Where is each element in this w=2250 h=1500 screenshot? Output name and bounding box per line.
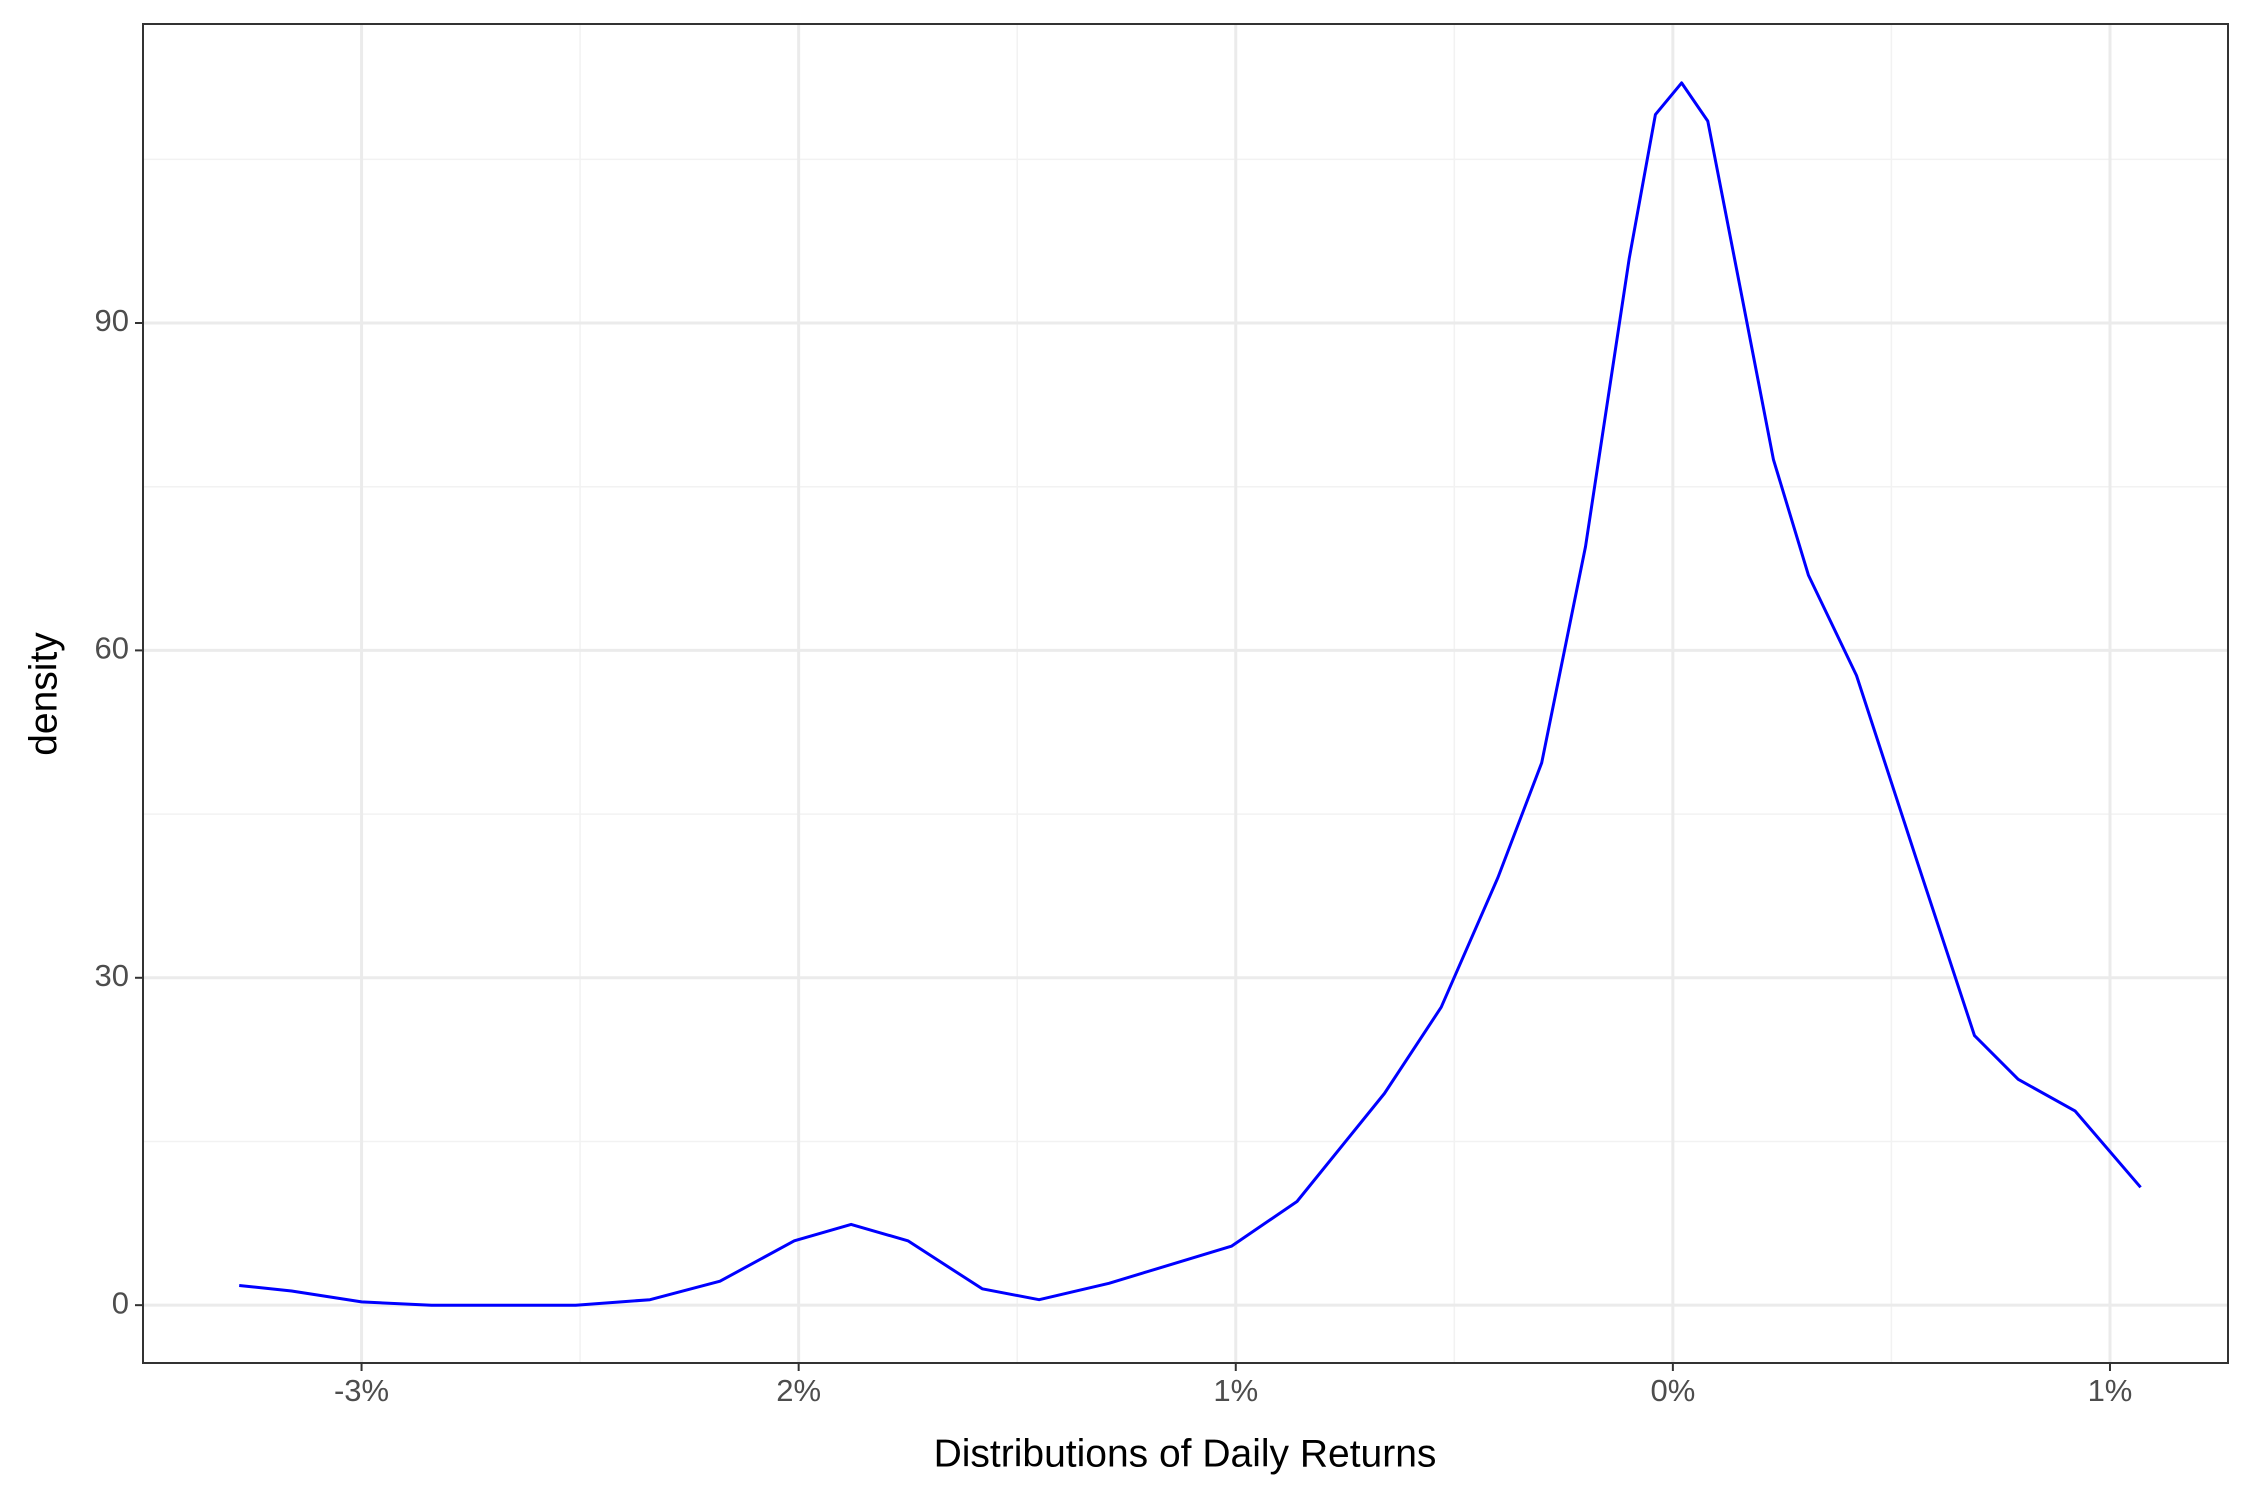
density-line (239, 81, 2142, 1307)
x-tick-label: 2% (776, 1373, 821, 1408)
x-tick-label: 0% (1650, 1373, 1695, 1408)
x-tick-label: 1% (1213, 1373, 1258, 1408)
y-tick-label: 0 (112, 1285, 129, 1320)
plot-border (142, 23, 2229, 1364)
y-tick-label: 60 (95, 631, 129, 666)
x-tick-label: 1% (2088, 1373, 2133, 1408)
y-tick-label: 90 (95, 303, 129, 338)
y-tick-label: 30 (95, 958, 129, 993)
x-axis-title: Distributions of Daily Returns (934, 1432, 1437, 1475)
y-axis-title: density (22, 632, 65, 756)
x-tick-label: -3% (334, 1373, 389, 1408)
